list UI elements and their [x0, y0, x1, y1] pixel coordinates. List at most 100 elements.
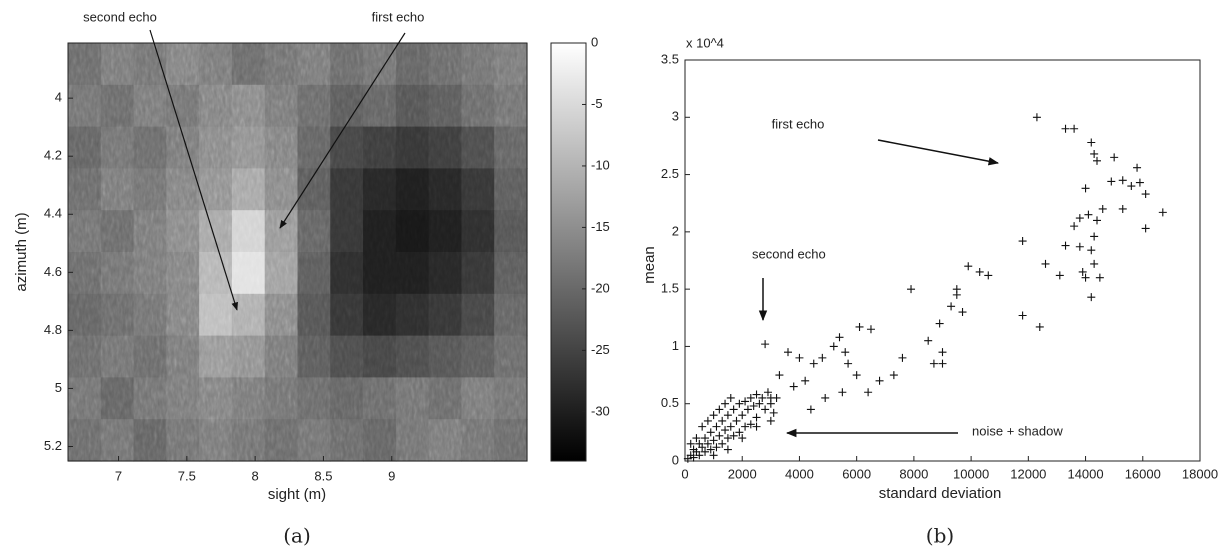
point: [1032, 113, 1041, 122]
x-tick-label: 4000: [785, 466, 814, 481]
point: [952, 290, 961, 299]
point: [752, 422, 761, 431]
point: [741, 397, 750, 406]
point: [1098, 204, 1107, 213]
point: [729, 431, 738, 440]
point: [721, 426, 730, 435]
point: [712, 422, 721, 431]
point: [984, 271, 993, 280]
point: [829, 342, 838, 351]
y-tick-label: 2: [672, 223, 679, 238]
colorbar: [550, 42, 587, 462]
point: [701, 447, 710, 456]
point: [1127, 182, 1136, 191]
point: [735, 399, 744, 408]
y-tick-label: 3: [672, 109, 679, 124]
point: [706, 428, 715, 437]
annotation-arrow: [279, 32, 406, 229]
y-axis-label: azimuth (m): [13, 212, 30, 291]
y-tick-label: 4.2: [44, 148, 62, 163]
point: [821, 393, 830, 402]
point: [809, 359, 818, 368]
point: [1090, 232, 1099, 241]
point: [1118, 176, 1127, 185]
point: [709, 436, 718, 445]
y-tick-label: 0.5: [661, 395, 679, 410]
point: [723, 434, 732, 443]
point: [1110, 153, 1119, 162]
x-tick-label: 2000: [728, 466, 757, 481]
point: [752, 390, 761, 399]
x-tick-label: 16000: [1125, 466, 1161, 481]
point: [935, 319, 944, 328]
point: [1055, 271, 1064, 280]
point: [864, 388, 873, 397]
plot-frame: [684, 59, 1201, 462]
point: [806, 405, 815, 414]
y-axis-label: mean: [641, 246, 658, 284]
point: [795, 353, 804, 362]
point: [761, 405, 770, 414]
colorbar-tick-label: 0: [591, 34, 598, 49]
point: [695, 451, 704, 460]
point: [835, 333, 844, 342]
point: [1095, 273, 1104, 282]
point: [1018, 237, 1027, 246]
colorbar-tick-label: -5: [591, 96, 603, 111]
texture: [68, 43, 527, 461]
point: [729, 405, 738, 414]
y-tick-label: 4.6: [44, 264, 62, 279]
point: [964, 262, 973, 271]
y-tick-label: 4.4: [44, 206, 62, 221]
y-tick-label: 5: [55, 380, 62, 395]
point: [723, 445, 732, 454]
colorbar-tick-label: -15: [591, 219, 610, 234]
point: [698, 443, 707, 452]
y-tick-label: 0: [672, 452, 679, 467]
point: [898, 353, 907, 362]
colorbar-tick-label: -20: [591, 280, 610, 295]
x-axis-label: standard deviation: [879, 485, 1002, 502]
point: [1090, 149, 1099, 158]
x-tick-label: 6000: [842, 466, 871, 481]
point: [738, 434, 747, 443]
colorbar-tick-label: -10: [591, 157, 610, 172]
point: [1070, 124, 1079, 133]
point: [947, 302, 956, 311]
y-tick-label: 4.8: [44, 322, 62, 337]
y-tick-label: 2.5: [661, 166, 679, 181]
point: [775, 371, 784, 380]
point: [789, 382, 798, 391]
point: [1018, 311, 1027, 320]
point: [686, 439, 695, 448]
point: [855, 322, 864, 331]
point: [763, 388, 772, 397]
annotation: second echo: [83, 9, 157, 24]
colorbar-tick-label: -25: [591, 342, 610, 357]
point: [1093, 156, 1101, 165]
point: [1084, 210, 1093, 219]
point: [755, 399, 764, 408]
point: [1078, 267, 1087, 276]
y-tick-label: 1: [672, 338, 679, 353]
point: [721, 399, 730, 408]
x-tick-label: 14000: [1067, 466, 1103, 481]
x-axis-label: sight (m): [268, 486, 326, 503]
point: [1133, 163, 1142, 172]
point: [1087, 246, 1096, 255]
colorbar-tick-label: -30: [591, 403, 610, 418]
point: [712, 443, 721, 452]
y-tick-label: 4: [55, 90, 62, 105]
y-tick-label: 3.5: [661, 51, 679, 66]
point: [766, 399, 775, 408]
point: [715, 405, 724, 414]
point: [818, 353, 827, 362]
point: [875, 376, 884, 385]
x-tick-label: 7: [115, 468, 122, 483]
point: [958, 308, 967, 317]
plot-frame: [67, 42, 528, 462]
point: [1061, 241, 1070, 250]
annotation: noise + shadow: [972, 423, 1063, 438]
